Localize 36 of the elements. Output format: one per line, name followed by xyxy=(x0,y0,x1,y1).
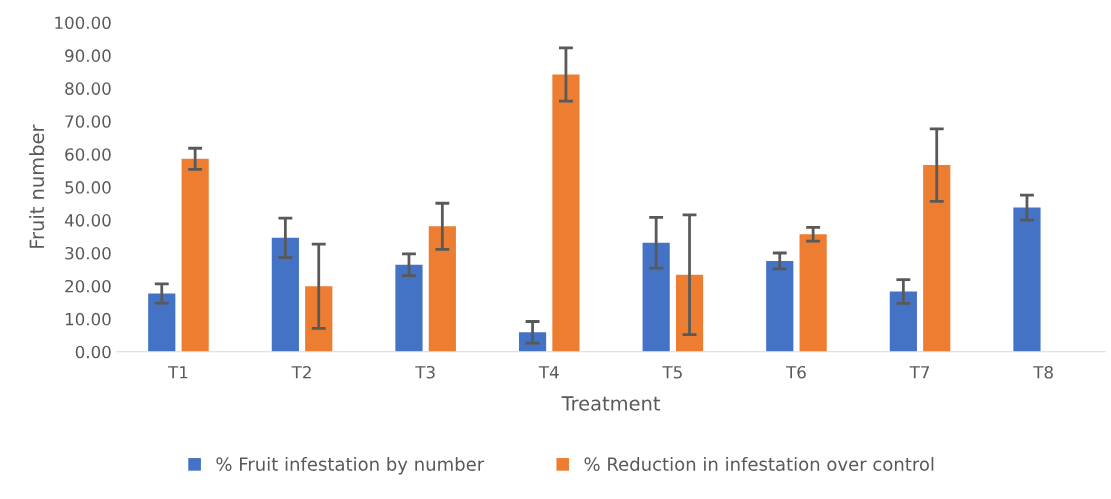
y-tick-label: 80.00 xyxy=(65,82,111,95)
x-tick-label: T7 xyxy=(909,366,930,379)
x-tick-label: T8 xyxy=(1033,365,1053,379)
y-tick-label: 100.00 xyxy=(55,16,111,30)
bar xyxy=(642,242,670,352)
y-tick-label: 0.00 xyxy=(75,345,111,359)
x-axis-title: Treatment xyxy=(561,396,661,411)
bar xyxy=(799,234,827,352)
x-tick-label: T2 xyxy=(291,365,311,379)
bar xyxy=(923,165,951,352)
x-tick-label: T5 xyxy=(662,366,682,379)
y-tick-label: 90.00 xyxy=(65,49,111,62)
bar xyxy=(552,74,580,352)
x-tick-label: T3 xyxy=(415,365,435,379)
x-tick-label: T1 xyxy=(168,366,188,379)
y-tick-label: 30.00 xyxy=(65,246,111,260)
x-tick-label: T6 xyxy=(786,365,806,379)
bar xyxy=(889,291,917,352)
bar xyxy=(766,260,794,352)
y-tick-label: 70.00 xyxy=(65,115,111,128)
bar xyxy=(1013,207,1041,352)
x-tick-label: T4 xyxy=(538,366,559,379)
y-tick-label: 50.00 xyxy=(65,181,111,194)
y-tick-label: 40.00 xyxy=(64,214,111,227)
bar xyxy=(271,237,299,352)
y-tick-label: 20.00 xyxy=(65,279,111,293)
legend-label: % Reduction in infestation over control xyxy=(584,456,934,471)
legend-label: % Fruit infestation by number xyxy=(216,456,485,475)
y-tick-label: 60.00 xyxy=(65,148,111,161)
bar xyxy=(148,293,176,352)
y-axis-title: Fruit number xyxy=(29,124,45,248)
bar xyxy=(395,264,423,352)
bar xyxy=(305,286,333,352)
y-tick-label: 10.00 xyxy=(65,312,111,326)
bar xyxy=(428,226,456,352)
bar xyxy=(181,158,209,352)
